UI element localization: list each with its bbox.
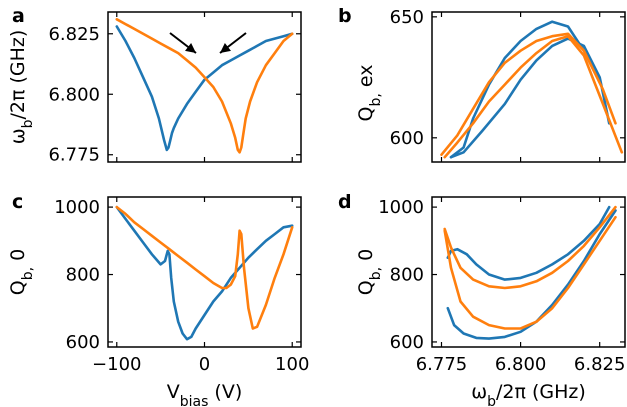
- series-d-blue-1: [446, 209, 617, 340]
- panel-c: −100 0 100 600 800 1000 c Qb, 0 Vbias (V): [7, 191, 309, 407]
- y-tick-label: 600: [390, 128, 424, 149]
- y-tick-label: 650: [390, 7, 424, 28]
- y-tick-label: 6.775: [48, 145, 100, 166]
- y-tick-label: 800: [390, 265, 424, 286]
- y-tick-label: 600: [390, 332, 424, 353]
- x-tick-label: 6.800: [495, 354, 547, 375]
- y-tick-label: 800: [66, 265, 100, 286]
- x-axis-label: Vbias (V): [167, 381, 243, 407]
- x-tick-label: −100: [92, 354, 141, 375]
- x-tick-label: 100: [275, 354, 309, 375]
- series-b-orange-3: [443, 34, 624, 159]
- series-a-blue-0: [115, 25, 294, 152]
- series-a-orange-1: [115, 18, 294, 154]
- y-axis-label: Qb, ex: [355, 65, 384, 122]
- series-c-orange-1: [115, 205, 294, 330]
- panel-a: 6.775 6.800 6.825 a ωb/2π (GHz): [7, 5, 302, 166]
- axes-frame: [107, 196, 302, 348]
- panel-b: 600 650 b Qb, ex: [338, 5, 626, 163]
- series-group: [115, 205, 294, 341]
- axes-frame: [107, 11, 302, 163]
- y-tick-label: 1000: [378, 197, 424, 218]
- x-axis-label: ωb/2π (GHz): [471, 381, 586, 407]
- annotation-arrow: [219, 32, 247, 54]
- y-tick-label: 6.825: [48, 24, 100, 45]
- axes-frame: [431, 11, 626, 163]
- series-group: [443, 205, 617, 340]
- axes-frame: [431, 196, 626, 348]
- series-b-orange-2: [440, 32, 617, 156]
- x-tick-label: 6.775: [416, 354, 468, 375]
- series-group: [440, 20, 624, 159]
- y-tick-label: 6.800: [48, 84, 100, 105]
- y-tick-label: 1000: [54, 197, 100, 218]
- series-c-blue-0: [115, 205, 294, 341]
- y-axis-label: Qb, 0: [7, 249, 36, 295]
- annotation-arrow: [169, 32, 197, 54]
- y-axis-label: ωb/2π (GHz): [7, 30, 36, 145]
- series-d-orange-3: [443, 215, 617, 330]
- panel-label: a: [12, 5, 25, 27]
- series-d-orange-2: [443, 205, 617, 290]
- y-tick-label: 600: [66, 332, 100, 353]
- series-group: [115, 18, 294, 154]
- panel-label: d: [338, 191, 352, 213]
- y-axis-label: Qb, 0: [355, 249, 384, 295]
- panel-label: b: [338, 5, 352, 27]
- x-tick-label: 0: [199, 354, 210, 375]
- panel-d: 6.775 6.800 6.825 600 800 1000 d Qb, 0 ωb/2π (GH…: [338, 191, 626, 407]
- series-d-blue-0: [446, 205, 611, 281]
- panel-label: c: [12, 191, 23, 213]
- x-tick-label: 6.825: [574, 354, 626, 375]
- series-b-blue-1: [449, 37, 611, 159]
